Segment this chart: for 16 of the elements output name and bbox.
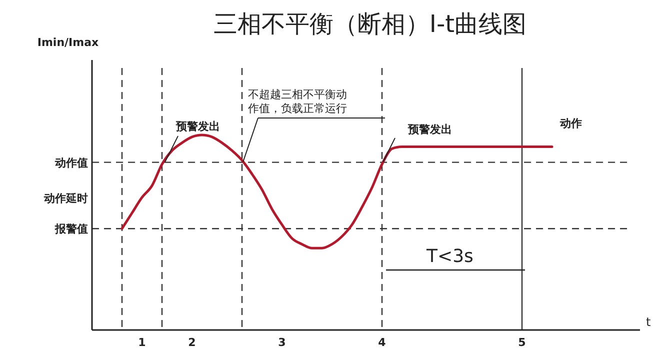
x-tick-label: 1 [138, 336, 146, 349]
text: Imin/Imax [37, 36, 99, 49]
text: 动作延时 [43, 192, 88, 205]
x-tick-label: 2 [188, 336, 196, 349]
x-axis-title: t [646, 315, 651, 329]
x-tick-label: 3 [278, 336, 286, 349]
text: 动作 [559, 117, 582, 130]
text: 不超越三相不平衡动作值，负载正常运行 [247, 88, 347, 115]
x-tick-label: 5 [518, 336, 526, 349]
x-tick-label: 4 [378, 336, 386, 349]
annotation: T<3s [426, 246, 474, 267]
chart-title: 三相不平衡（断相）I-t曲线图 [213, 10, 527, 38]
annotation: 预警发出 [407, 123, 452, 136]
text: 预警发出 [175, 120, 220, 133]
ref-line-label: 动作值 [54, 156, 88, 170]
ref-line-label: 报警值 [54, 222, 88, 236]
